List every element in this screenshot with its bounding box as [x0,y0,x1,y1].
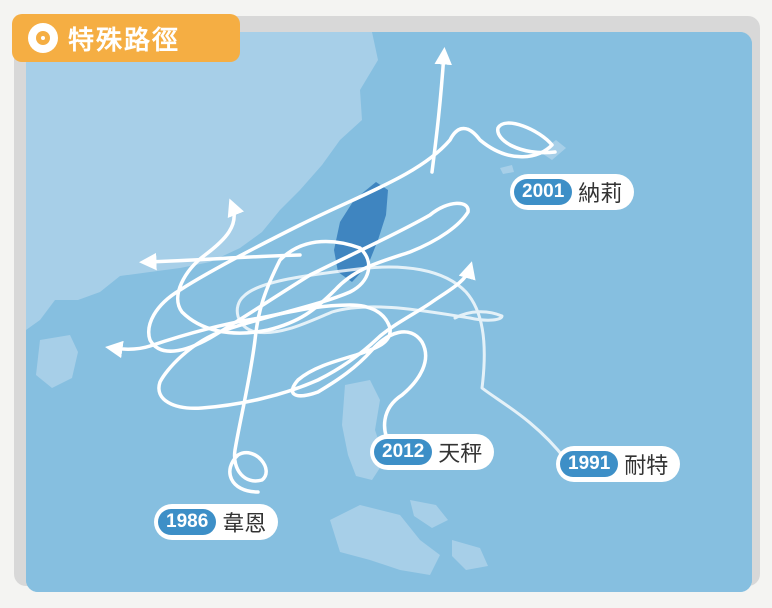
map-canvas [26,32,752,592]
storm-label-2012: 2012 天秤 [370,434,495,470]
storm-year: 1991 [560,451,619,477]
philippine-islets [410,500,488,570]
map [26,32,752,592]
track-2012 [105,303,428,450]
hainan-island [36,335,78,388]
track-2001-exit [430,47,452,174]
storm-label-1986: 1986 韋恩 [154,504,279,540]
page-title: 特殊路徑 [68,25,181,56]
storm-name: 耐特 [624,454,669,479]
mainland-china [26,32,378,330]
storm-label-1991: 1991 耐特 [556,446,681,482]
visayas-islands [330,505,440,575]
storm-name: 納莉 [578,182,623,207]
storm-label-2001: 2001 納莉 [510,174,635,210]
title-tag: 特殊路徑 [12,14,240,62]
track-1986 [157,239,476,494]
storm-name: 韋恩 [222,512,267,537]
typhoon-icon [28,23,58,53]
storm-year: 1986 [158,509,217,535]
storm-year: 2012 [374,439,433,465]
track-1991 [235,265,568,462]
storm-year: 2001 [514,179,573,205]
track-westward-exit [139,252,302,271]
storm-name: 天秤 [438,442,483,467]
